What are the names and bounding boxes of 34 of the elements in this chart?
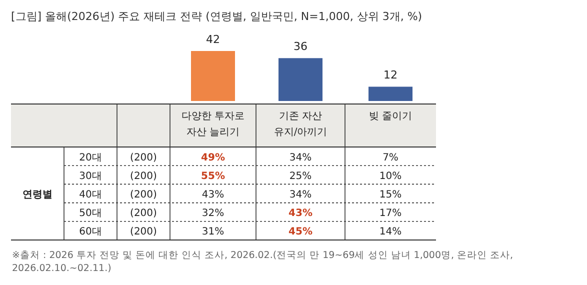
data-label: 55% [201,170,225,182]
data-label: 10% [379,170,402,182]
text: ※출처 : 2026 투자 전망 및 돈에 대한 인식 조사, 2026.02.(전국의 만 19~69세 성인 남녀 1,000명, 온라인 조사, 2026.02.10.~02.11.) [12,249,514,275]
x-tick-label: 빚 줄이기 [368,111,412,122]
data-label: 7% [382,152,398,164]
data-label: 17% [379,208,402,220]
data-label: 43% [288,208,312,220]
data-label: 34% [289,190,312,200]
data-label: 32% [202,208,224,220]
y-tick-label: 40대 [79,190,102,200]
data-label: 43% [202,190,224,200]
data-label: 14% [379,226,402,238]
y2-tick-label: (200) [130,226,158,238]
y2-tick-label: (200) [130,208,158,220]
data-label: 12 [384,68,398,82]
y2-tick-label: (200) [130,152,158,164]
y-tick-label: 30대 [79,170,102,182]
data-label: 25% [289,170,312,182]
data-label: 15% [379,190,402,200]
data-label: 36 [294,40,308,54]
y-tick-label: 20대 [79,152,102,164]
data-label: 49% [201,152,225,164]
data-label: 42 [206,33,220,46]
data-label: 45% [288,226,312,238]
x-tick-label: 기존 자산 유지/아끼기 [274,111,328,138]
y-tick-label: 60대 [79,226,102,238]
data-label: 34% [289,152,312,164]
y2-tick-label: (200) [130,190,158,200]
y-tick-label: 50대 [79,208,102,220]
data-label: 31% [202,226,224,238]
chart-title: [그림] 올해(2026년) 주요 재테크 전략 (연령별, 일반국민, N=1,000, 상위 3개, %) [11,10,422,23]
x-tick-label: 다양한 투자로 자산 늘리기 [181,111,245,138]
y-axis-title: 연령별 [22,190,52,200]
y2-tick-label: (200) [130,170,158,182]
